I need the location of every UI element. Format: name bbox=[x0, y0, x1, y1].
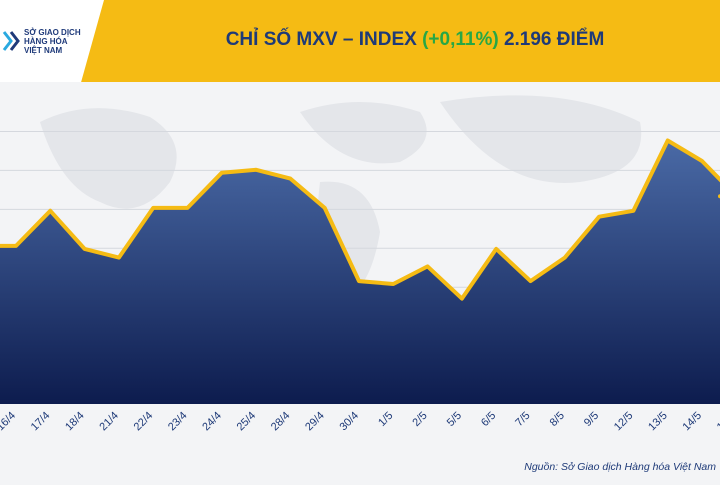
logo-line-1: SỞ GIAO DỊCH bbox=[24, 28, 81, 37]
header-banner: SỞ GIAO DỊCH HÀNG HÓA VIỆT NAM CHỈ SỐ MX… bbox=[0, 0, 720, 82]
title-main: CHỈ SỐ MXV – INDEX bbox=[225, 29, 417, 50]
x-tick-label: 30/4 bbox=[337, 410, 361, 434]
x-tick-label: 29/4 bbox=[303, 410, 327, 434]
area-chart: 16/4 17/4 18/4 21/4 22/4 23/4 24/4 25/4 28/4 29/4… bbox=[0, 95, 720, 434]
chevron-arrows-icon bbox=[2, 31, 20, 51]
x-tick-label: 2/5 bbox=[410, 410, 429, 429]
page-title: CHỈ SỐ MXV – INDEX (+0,11%) 2.196 ĐIỂM bbox=[110, 29, 720, 51]
area-fill bbox=[0, 140, 720, 404]
x-tick-label: 17/4 bbox=[29, 410, 53, 434]
title-value: 2.196 ĐIỂM bbox=[503, 29, 605, 50]
x-tick-label: 13/5 bbox=[646, 410, 670, 434]
x-tick-label: 25/4 bbox=[235, 410, 259, 434]
logo-line-2: HÀNG HÓA bbox=[24, 37, 68, 46]
logo-line-3: VIỆT NAM bbox=[24, 46, 63, 55]
x-tick-label: 9/5 bbox=[582, 410, 601, 429]
x-tick-label: 7/5 bbox=[513, 410, 532, 429]
x-tick-label: 1/5 bbox=[376, 410, 395, 429]
logo: SỞ GIAO DỊCH HÀNG HÓA VIỆT NAM bbox=[0, 0, 104, 82]
source-note: Nguồn: Sở Giao dịch Hàng hóa Việt Nam bbox=[524, 461, 716, 473]
x-tick-label: 14/5 bbox=[680, 410, 704, 434]
x-tick-label: 21/4 bbox=[97, 410, 121, 434]
title-change: (+0,11%) bbox=[422, 29, 499, 50]
x-tick-label: 15/5 bbox=[715, 410, 720, 434]
x-tick-label: 23/4 bbox=[166, 410, 190, 434]
x-axis-ticks: 16/4 17/4 18/4 21/4 22/4 23/4 24/4 25/4 28/4 29/4… bbox=[0, 410, 720, 434]
x-tick-label: 5/5 bbox=[445, 410, 464, 429]
x-tick-label: 24/4 bbox=[200, 410, 224, 434]
logo-text: SỞ GIAO DỊCH HÀNG HÓA VIỆT NAM bbox=[24, 28, 81, 55]
x-tick-label: 16/4 bbox=[0, 410, 18, 434]
series-line bbox=[0, 138, 720, 301]
x-tick-label: 18/4 bbox=[63, 410, 87, 434]
x-tick-label: 6/5 bbox=[479, 410, 498, 429]
x-tick-label: 12/5 bbox=[612, 410, 636, 434]
x-tick-label: 8/5 bbox=[548, 410, 567, 429]
x-tick-label: 28/4 bbox=[269, 410, 293, 434]
chart-area: 16/4 17/4 18/4 21/4 22/4 23/4 24/4 25/4 28/4 29/4… bbox=[0, 82, 720, 480]
x-tick-label: 22/4 bbox=[132, 410, 156, 434]
